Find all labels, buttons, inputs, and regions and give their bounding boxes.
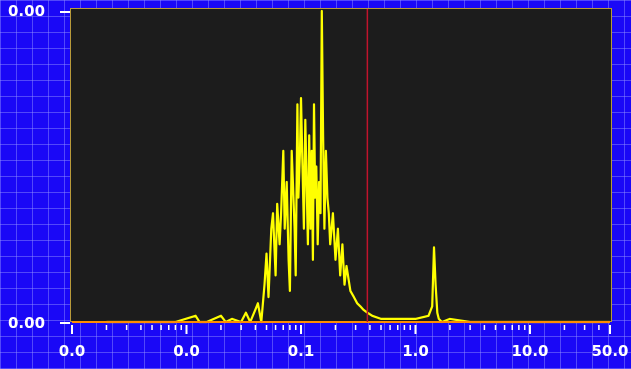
- x-tick-label-0: 0.0: [58, 342, 86, 360]
- x-tick-label-1: 0.0: [173, 342, 200, 360]
- x-tick-label-4: 10.0: [511, 342, 549, 360]
- x-tick-label-3: 1.0: [402, 342, 429, 360]
- x-tick-label-5: 50.0: [591, 342, 629, 360]
- x-minor-ticks: [71, 325, 611, 334]
- spectrum-trace: [106, 9, 610, 324]
- y-tick-label-bottom: 0.00: [8, 314, 46, 332]
- y-tick-label-top: 0.00: [8, 2, 46, 20]
- x-tick-label-2: 0.1: [287, 342, 315, 360]
